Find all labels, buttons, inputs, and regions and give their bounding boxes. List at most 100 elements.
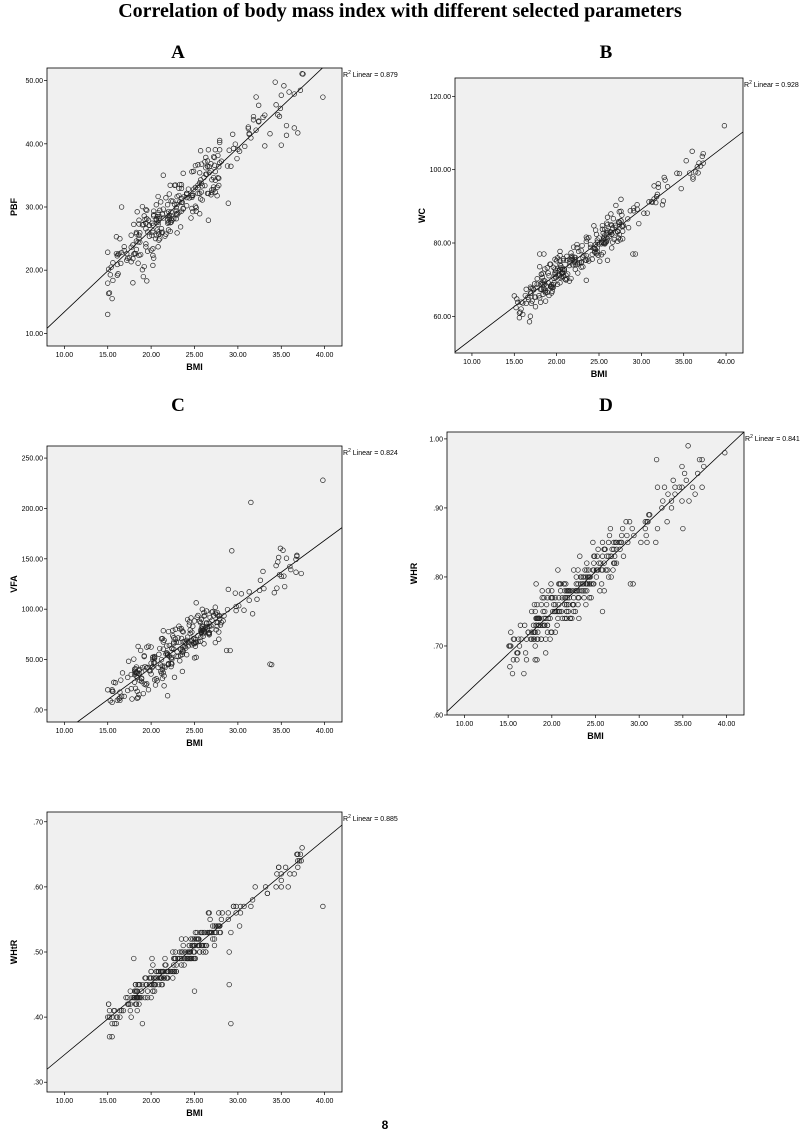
data-point [204,929,211,936]
data-point [626,519,633,525]
data-point [192,203,199,209]
data-point [212,610,218,616]
data-point [678,185,684,192]
data-point [171,640,177,647]
data-point [603,220,610,226]
plot-area [46,811,343,1093]
data-point [197,180,203,186]
data-point [700,150,706,157]
data-point [248,903,254,910]
y-tick-label: .00 [33,707,43,714]
data-point [146,981,153,988]
data-point [192,929,199,936]
plot-marks [47,68,326,329]
data-point [583,277,589,283]
data-point [553,258,560,264]
data-point [188,936,194,942]
data-point [249,611,256,617]
data-point [245,125,251,132]
plot-marks [447,432,744,712]
data-point [562,615,568,622]
data-point [276,571,283,578]
data-point [646,512,652,518]
x-tick-label: 30.00 [633,359,651,366]
chart-vfa: 10.00 15.00 20.00 25.00 30.00 35.00 40.00 .00 50… [9,445,398,748]
data-point [664,184,671,190]
r2-label: R2 Linear = 0.824 [343,448,398,457]
data-point [161,975,167,981]
data-point [546,273,552,279]
data-point [216,636,222,642]
data-point [148,968,154,975]
data-point [605,574,612,580]
data-point [285,884,291,890]
data-point [232,590,238,596]
data-point [156,229,162,235]
data-point [145,687,152,693]
data-point [661,174,667,181]
data-point [151,677,158,683]
data-point [530,285,536,292]
data-point [534,657,540,663]
data-point [230,145,237,152]
data-point [206,169,212,176]
data-point [679,463,685,470]
data-point [217,137,223,144]
data-point [125,994,131,1001]
data-point [619,212,625,218]
data-point [121,244,127,250]
data-point [180,942,186,949]
data-point [131,955,137,962]
data-point [523,657,530,663]
data-point [548,283,554,289]
y-axis-title: PBF [9,197,19,216]
data-point [171,962,177,968]
data-point [660,198,667,204]
data-point [642,525,648,532]
data-point [619,532,625,539]
data-point [542,290,549,296]
data-point [632,251,639,257]
x-tick-label: 30.00 [229,728,247,735]
data-point [674,170,680,176]
x-axis-title: BMI [186,362,203,372]
data-point [516,315,523,321]
data-point [114,1014,120,1020]
data-point [554,622,560,628]
data-point [578,260,584,266]
data-point [213,923,219,929]
data-point [195,185,201,191]
data-point [571,608,577,615]
data-point [287,871,293,877]
data-point [151,255,157,261]
data-point [131,656,137,662]
data-point [582,567,588,573]
chart-wc: 10.00 15.00 20.00 25.00 30.00 35.00 40.00 60.00… [417,77,799,379]
data-point [169,645,175,651]
data-point [722,450,728,456]
data-point [150,229,156,236]
data-point [224,606,231,613]
data-point [219,910,225,916]
data-point [320,94,326,100]
plot-marks [47,824,342,1070]
data-point [138,669,145,675]
data-point [106,290,113,296]
data-point [158,199,164,205]
data-point [276,113,283,120]
data-point [208,192,214,198]
data-point [197,211,203,217]
data-point [155,221,161,228]
data-point [236,148,243,154]
x-tick-label: 25.00 [186,1098,204,1105]
data-point [153,216,159,223]
x-tick-label: 40.00 [316,1098,334,1105]
data-point [161,683,167,689]
x-tick-label: 10.00 [56,1098,74,1105]
data-point [566,262,573,269]
data-point [532,304,539,310]
data-point [156,231,162,237]
data-point [127,1001,133,1007]
data-point [276,554,282,561]
data-point [577,574,584,580]
